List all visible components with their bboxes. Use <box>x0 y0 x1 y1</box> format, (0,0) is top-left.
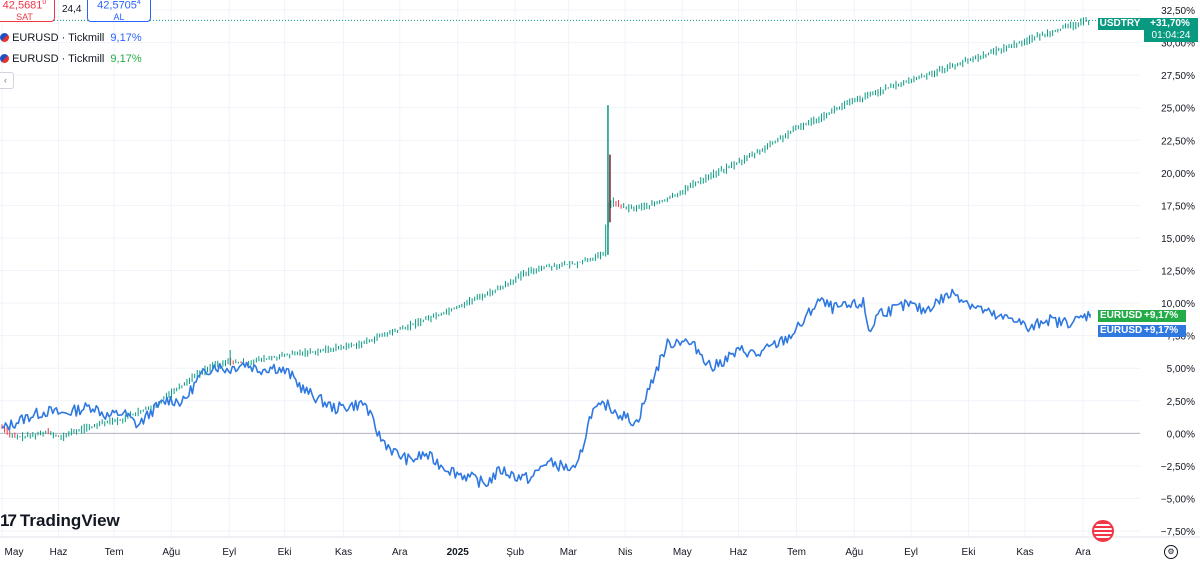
x-tick-label: Ağu <box>845 547 863 558</box>
usdtry-tag-name: USDTRY <box>1099 18 1141 29</box>
eurusd-tag-value: +9,17% <box>1144 325 1179 336</box>
tradingview-logo: 17 TradingView <box>0 511 120 531</box>
y-tick-label: 32,50% <box>1161 6 1195 17</box>
y-tick-label: 7,50% <box>1167 332 1195 343</box>
y-tick-label: 2,50% <box>1167 397 1195 408</box>
eu-flag-icon <box>0 33 9 42</box>
eurusd-tag-name: EURUSD <box>1100 325 1143 336</box>
y-tick-label: −2,50% <box>1161 462 1195 473</box>
gear-icon[interactable]: ⚙ <box>1164 545 1178 559</box>
eurusd-series <box>1 288 1091 488</box>
tradingview-mark-icon: 17 <box>0 511 17 530</box>
usdtry-series <box>1 17 1090 442</box>
legend-value: 9,17% <box>110 53 142 65</box>
x-tick-label: May <box>5 547 24 558</box>
eurusd-tag-value: +9,17% <box>1144 310 1179 321</box>
y-tick-label: 22,50% <box>1161 136 1195 147</box>
y-tick-label: −7,50% <box>1161 527 1195 538</box>
x-tick-label: Ağu <box>162 547 180 558</box>
x-tick-label: Tem <box>105 547 124 558</box>
x-tick-label: Eyl <box>904 547 918 558</box>
x-tick-label: Şub <box>506 547 524 558</box>
eurusd-blue-price-tag: EURUSD +9,17% <box>1098 325 1186 337</box>
chevron-icon[interactable]: ‹ <box>0 72 14 89</box>
buy-price: 42,57054 <box>97 0 141 12</box>
x-tick-label: Haz <box>50 547 68 558</box>
y-tick-label: 30,00% <box>1161 39 1195 50</box>
sell-button[interactable]: 42,56810 SAT <box>0 0 55 22</box>
x-tick-label: Eki <box>962 547 976 558</box>
x-tick-label: Ara <box>1075 547 1091 558</box>
x-tick-label: Mar <box>560 547 578 558</box>
usdtry-price-tag: USDTRY +31,70% <box>1098 18 1198 30</box>
us-flag-icon[interactable] <box>1092 520 1114 542</box>
x-tick-label: Eki <box>278 547 292 558</box>
sell-label: SAT <box>16 11 33 22</box>
eurusd-green-price-tag: EURUSD +9,17% <box>1098 310 1186 322</box>
spread-value: 24,4 <box>62 4 82 15</box>
y-tick-label: 17,50% <box>1161 201 1195 212</box>
legend-symbol: EURUSD · Tickmill <box>12 32 105 44</box>
sell-price: 42,56810 <box>2 0 47 12</box>
y-tick-label: −5,00% <box>1161 494 1195 505</box>
x-tick-label: Ara <box>392 547 408 558</box>
x-tick-label: Eyl <box>222 547 236 558</box>
y-tick-label: 5,00% <box>1167 364 1195 375</box>
x-tick-label: Nis <box>618 547 632 558</box>
y-tick-label: 15,00% <box>1161 234 1195 245</box>
x-tick-label: Kas <box>1016 547 1033 558</box>
y-axis[interactable]: 32,50% 30,00% 27,50% 25,00% 22,50% 20,00% 17,5… <box>1161 6 1195 538</box>
eurusd-line <box>1 288 1091 488</box>
x-tick-label: Kas <box>335 547 352 558</box>
eu-flag-icon <box>0 54 9 63</box>
buy-button[interactable]: 42,57054 AL <box>87 0 151 22</box>
y-tick-label: 0,00% <box>1167 429 1195 440</box>
usdtry-tag-value: +31,70% <box>1150 18 1190 29</box>
eurusd-tag-name: EURUSD <box>1100 310 1143 321</box>
x-tick-label: May <box>673 547 692 558</box>
x-tick-label: Haz <box>730 547 748 558</box>
legend-item-eurusd-1[interactable]: EURUSD · Tickmill 9,17% <box>0 32 142 44</box>
x-axis[interactable]: May Haz Tem Ağu Eyl Eki Kas Ara 2025 Şub Mar Nis May… <box>5 547 1092 558</box>
y-tick-label: 20,00% <box>1161 169 1195 180</box>
vertical-gridlines <box>1 0 1084 537</box>
usdtry-countdown: 01:04:24 <box>1144 30 1198 42</box>
y-tick-label: 27,50% <box>1161 71 1195 82</box>
x-tick-label: 2025 <box>447 547 470 558</box>
legend-item-eurusd-2[interactable]: EURUSD · Tickmill 9,17% <box>0 53 142 65</box>
y-tick-label: 25,00% <box>1161 104 1195 115</box>
legend-value: 9,17% <box>110 32 142 44</box>
x-tick-label: Tem <box>787 547 806 558</box>
legend-symbol: EURUSD · Tickmill <box>12 53 105 65</box>
y-tick-label: 10,00% <box>1161 299 1195 310</box>
buy-label: AL <box>113 11 125 22</box>
logo-text: TradingView <box>19 511 120 530</box>
y-tick-label: 12,50% <box>1161 267 1195 278</box>
